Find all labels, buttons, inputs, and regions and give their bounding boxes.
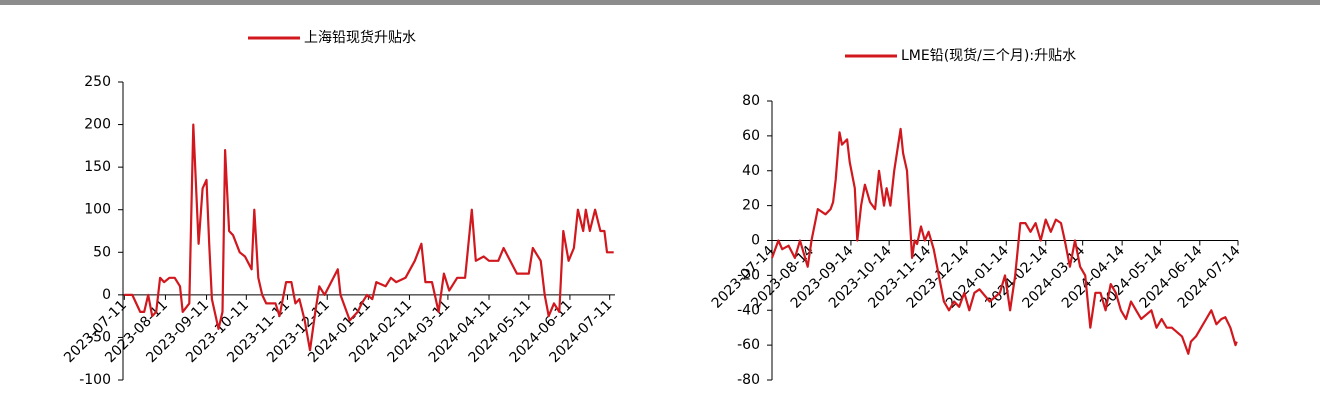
- y-tick-label: -60: [737, 337, 760, 353]
- y-tick-label: -40: [737, 302, 760, 318]
- y-tick-label: 20: [742, 198, 760, 214]
- line-series: [770, 127, 1238, 355]
- y-tick-label: -100: [79, 372, 111, 388]
- legend-label: LME铅(现货/三个月):升贴水: [901, 47, 1076, 64]
- y-tick-label: 50: [93, 244, 111, 260]
- y-tick-label: 150: [84, 159, 111, 175]
- y-tick-label: 60: [742, 128, 760, 144]
- y-tick-label: -20: [737, 267, 760, 283]
- y-tick-label: -80: [737, 372, 760, 388]
- y-tick-label: 0: [751, 233, 760, 249]
- y-tick-label: 40: [742, 163, 760, 179]
- y-tick-label: 80: [742, 93, 760, 109]
- y-tick-label: 100: [84, 202, 111, 218]
- line-series: [124, 123, 614, 352]
- y-tick-label: 0: [102, 287, 111, 303]
- y-tick-label: -50: [88, 329, 111, 345]
- top-bar: [0, 0, 1320, 5]
- y-tick-label: 250: [84, 74, 111, 90]
- legend-label: 上海铅现货升贴水: [304, 29, 416, 46]
- y-tick-label: 200: [84, 117, 111, 133]
